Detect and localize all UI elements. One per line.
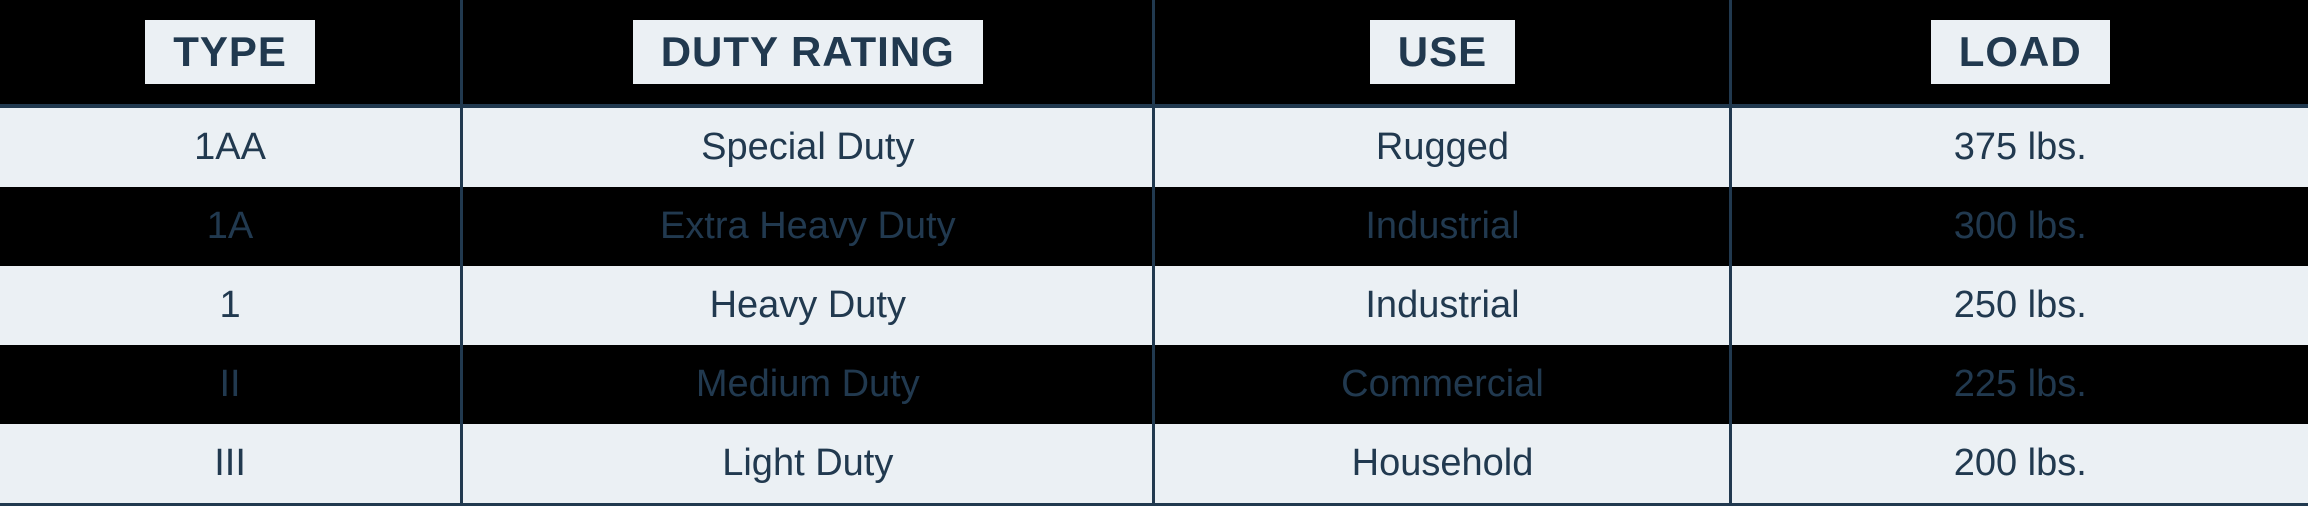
cell-duty: Special Duty <box>462 108 1154 187</box>
cell-use: Industrial <box>1154 187 1731 266</box>
cell-duty: Extra Heavy Duty <box>462 187 1154 266</box>
duty-rating-table: TYPE DUTY RATING USE LOAD 1AA Special Du… <box>0 0 2308 506</box>
cell-type: III <box>0 424 462 503</box>
cell-load: 225 lbs. <box>1731 345 2308 424</box>
table-row: 1A Extra Heavy Duty Industrial 300 lbs. <box>0 187 2308 266</box>
col-header-type-label: TYPE <box>145 20 315 84</box>
col-header-load: LOAD <box>1731 0 2308 104</box>
cell-use: Rugged <box>1154 108 1731 187</box>
cell-load: 300 lbs. <box>1731 187 2308 266</box>
cell-use: Household <box>1154 424 1731 503</box>
cell-type: II <box>0 345 462 424</box>
cell-load: 375 lbs. <box>1731 108 2308 187</box>
table-row: 1AA Special Duty Rugged 375 lbs. <box>0 108 2308 187</box>
cell-use: Industrial <box>1154 266 1731 345</box>
cell-type: 1A <box>0 187 462 266</box>
table-header-row: TYPE DUTY RATING USE LOAD <box>0 0 2308 104</box>
col-header-type: TYPE <box>0 0 462 104</box>
table-row: II Medium Duty Commercial 225 lbs. <box>0 345 2308 424</box>
table-row: 1 Heavy Duty Industrial 250 lbs. <box>0 266 2308 345</box>
cell-load: 200 lbs. <box>1731 424 2308 503</box>
col-header-use: USE <box>1154 0 1731 104</box>
cell-duty: Heavy Duty <box>462 266 1154 345</box>
cell-load: 250 lbs. <box>1731 266 2308 345</box>
cell-duty: Light Duty <box>462 424 1154 503</box>
cell-type: 1AA <box>0 108 462 187</box>
cell-duty: Medium Duty <box>462 345 1154 424</box>
col-header-duty: DUTY RATING <box>462 0 1154 104</box>
table-row: III Light Duty Household 200 lbs. <box>0 424 2308 503</box>
col-header-duty-label: DUTY RATING <box>633 20 983 84</box>
col-header-use-label: USE <box>1370 20 1515 84</box>
col-header-load-label: LOAD <box>1931 20 2110 84</box>
cell-type: 1 <box>0 266 462 345</box>
cell-use: Commercial <box>1154 345 1731 424</box>
